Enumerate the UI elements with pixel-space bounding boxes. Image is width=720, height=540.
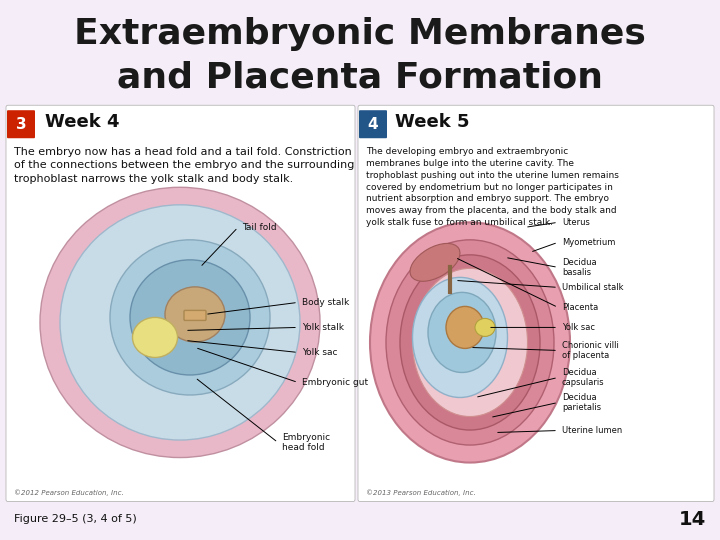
Text: Chorionic villi
of placenta: Chorionic villi of placenta (562, 341, 619, 360)
Ellipse shape (370, 222, 570, 463)
Text: Decidua
parietalis: Decidua parietalis (562, 393, 601, 412)
FancyBboxPatch shape (184, 310, 206, 320)
Text: Decidua
basalis: Decidua basalis (562, 258, 597, 277)
Text: Yolk sac: Yolk sac (302, 348, 338, 357)
Ellipse shape (386, 240, 554, 445)
Text: Week 4: Week 4 (45, 113, 120, 131)
Text: Placenta: Placenta (562, 303, 598, 312)
FancyBboxPatch shape (6, 105, 355, 502)
Ellipse shape (40, 187, 320, 457)
Ellipse shape (400, 255, 540, 430)
Text: Body stalk: Body stalk (302, 298, 349, 307)
Text: Yolk stalk: Yolk stalk (302, 323, 344, 332)
Text: Week 5: Week 5 (395, 113, 469, 131)
Ellipse shape (410, 244, 460, 281)
Ellipse shape (110, 240, 270, 395)
Ellipse shape (428, 292, 496, 373)
FancyBboxPatch shape (358, 105, 714, 502)
Text: 14: 14 (678, 510, 706, 529)
Ellipse shape (413, 278, 508, 397)
Text: Tail fold: Tail fold (242, 223, 276, 232)
Text: Extraembryonic Membranes: Extraembryonic Membranes (74, 17, 646, 51)
Ellipse shape (446, 306, 484, 348)
Text: ©2012 Pearson Education, Inc.: ©2012 Pearson Education, Inc. (14, 489, 124, 496)
FancyBboxPatch shape (7, 110, 35, 138)
Text: ©2013 Pearson Education, Inc.: ©2013 Pearson Education, Inc. (366, 489, 476, 496)
Text: Uterine lumen: Uterine lumen (562, 426, 622, 435)
Text: 4: 4 (368, 117, 378, 132)
Ellipse shape (60, 205, 300, 440)
Ellipse shape (475, 319, 495, 336)
Ellipse shape (132, 318, 178, 357)
Text: The embryo now has a head fold and a tail fold. Constriction
of the connections : The embryo now has a head fold and a tai… (14, 147, 354, 184)
Text: Embryonic gut: Embryonic gut (302, 378, 368, 387)
Ellipse shape (413, 268, 528, 416)
Text: Umbilical stalk: Umbilical stalk (562, 283, 624, 292)
Text: The developing embryo and extraembryonic
membranes bulge into the uterine cavity: The developing embryo and extraembryonic… (366, 147, 619, 227)
Text: 3: 3 (16, 117, 27, 132)
Text: Myometrium: Myometrium (562, 238, 616, 247)
Text: Embryonic
head fold: Embryonic head fold (282, 433, 330, 452)
Ellipse shape (165, 287, 225, 342)
Text: Figure 29–5 (3, 4 of 5): Figure 29–5 (3, 4 of 5) (14, 514, 137, 524)
Text: Decidua
capsularis: Decidua capsularis (562, 368, 605, 387)
Text: Yolk sac: Yolk sac (562, 323, 595, 332)
FancyBboxPatch shape (359, 110, 387, 138)
Text: Uterus: Uterus (562, 218, 590, 227)
Ellipse shape (130, 260, 250, 375)
Text: and Placenta Formation: and Placenta Formation (117, 61, 603, 94)
